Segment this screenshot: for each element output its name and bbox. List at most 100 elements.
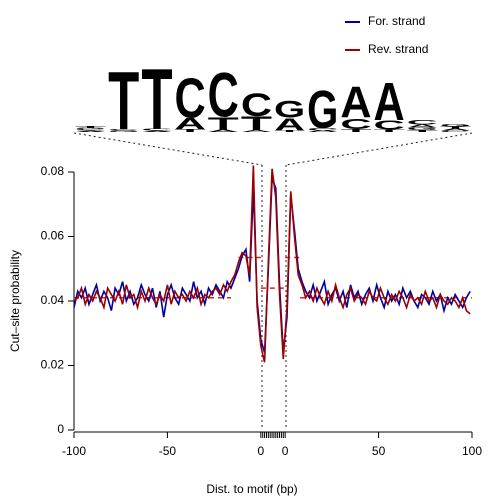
logo-glyph: G [108, 130, 139, 132]
logo-glyph: C [75, 129, 106, 131]
logo-glyph: T [208, 114, 239, 134]
logo-letter: A [374, 73, 405, 132]
logo-letter: T [440, 126, 471, 129]
logo-glyph: C [241, 87, 272, 123]
logo-letter: C [141, 128, 172, 131]
x-tick-label: 0 [282, 444, 289, 458]
logo-glyph: T [407, 130, 438, 133]
logo-letter: A [340, 78, 371, 128]
logo-glyph: G [407, 127, 438, 131]
logo-glyph: T [175, 128, 206, 133]
connector [285, 132, 473, 166]
logo-letter: T [241, 113, 273, 135]
logo-glyph: A [374, 73, 405, 132]
logo-letter: A [407, 123, 438, 128]
logo-letter: C [175, 67, 206, 130]
logo-glyph: A [340, 78, 371, 128]
logo-letter: C [241, 87, 272, 123]
logo-glyph: C [141, 128, 172, 131]
logo-letter: A [274, 115, 305, 135]
series-line [74, 165, 471, 363]
logo-letter: T [208, 114, 239, 134]
logo-letter: A [241, 130, 272, 132]
logo-glyph: T [108, 54, 139, 146]
logo-letter: A [141, 130, 172, 132]
logo-letter: T [374, 129, 405, 133]
logo-glyph: A [307, 130, 338, 132]
logo-glyph: A [175, 115, 206, 132]
logo-letter: C [108, 128, 139, 130]
y-tick-label: 0.04 [41, 293, 65, 307]
logo-letter: T [340, 128, 371, 133]
x-tick-label: 0 [258, 444, 265, 458]
x-tick-label: 100 [462, 444, 482, 458]
logo-letter: C [75, 129, 106, 131]
logo-letter: C [374, 118, 405, 133]
y-tick-label: 0.02 [41, 358, 65, 372]
logo-letter: G [75, 128, 106, 130]
logo-letter: G [407, 127, 438, 131]
logo-letter: T [274, 130, 305, 133]
y-axis-label: Cut–site probability [8, 250, 22, 352]
logo-glyph: T [340, 128, 371, 133]
logo-glyph: C [440, 130, 471, 132]
y-tick-label: 0.06 [41, 229, 65, 243]
logo-letter: T [407, 130, 438, 133]
logo-glyph: T [75, 125, 106, 128]
logo-letter: T [175, 128, 206, 133]
connector [73, 132, 263, 166]
x-tick-label: -50 [159, 444, 177, 458]
logo-glyph: C [374, 118, 405, 133]
logo-glyph: C [307, 127, 338, 131]
logo-glyph: C [175, 67, 206, 130]
logo-letter: A [307, 130, 338, 132]
logo-glyph: T [274, 130, 305, 133]
logo-glyph: G [75, 128, 106, 130]
logo-letter: A [175, 115, 206, 132]
logo-glyph: A [440, 128, 471, 131]
logo-letter: T [108, 54, 139, 146]
y-tick-label: 0.08 [41, 164, 65, 178]
logo-glyph: T [141, 52, 172, 148]
legend-label: Rev. strand [368, 42, 428, 56]
logo-letter: T [141, 52, 172, 148]
logo-letter: A [440, 128, 471, 131]
logo-glyph: A [407, 123, 438, 128]
y-tick-label: 0 [57, 422, 64, 436]
logo-glyph: A [208, 129, 239, 133]
logo-glyph: G [307, 80, 338, 140]
logo-glyph: C [407, 118, 438, 125]
legend-label: For. strand [368, 14, 425, 28]
logo-letter: G [440, 124, 471, 128]
logo-glyph: A [141, 130, 172, 132]
logo-glyph: C [108, 128, 139, 130]
logo-glyph: T [241, 113, 273, 135]
x-axis-label: Dist. to motif (bp) [206, 482, 297, 496]
logo-glyph: G [274, 96, 305, 123]
logo-letter: C [440, 130, 471, 132]
logo-letter: A [208, 129, 239, 133]
logo-glyph: C [208, 61, 239, 131]
logo-letter: T [75, 125, 106, 128]
logo-letter: G [307, 80, 338, 140]
logo-letter: C [407, 118, 438, 125]
logo-glyph: A [274, 115, 305, 135]
logo-glyph: A [241, 130, 272, 132]
logo-glyph: T [440, 126, 471, 129]
logo-glyph: G [440, 124, 471, 128]
logo-letter: G [274, 96, 305, 123]
logo-letter: C [208, 61, 239, 131]
logo-letter: C [307, 127, 338, 131]
logo-glyph: C [340, 115, 371, 132]
series-line [74, 178, 471, 353]
logo-connectors [73, 132, 473, 430]
logo-letter: G [108, 130, 139, 132]
logo-letter: A [75, 130, 106, 132]
x-tick-label: 50 [372, 444, 386, 458]
logo-letter: C [340, 115, 371, 132]
logo-glyph: A [75, 130, 106, 132]
x-tick-label: -100 [62, 444, 86, 458]
logo-glyph: T [374, 129, 405, 133]
